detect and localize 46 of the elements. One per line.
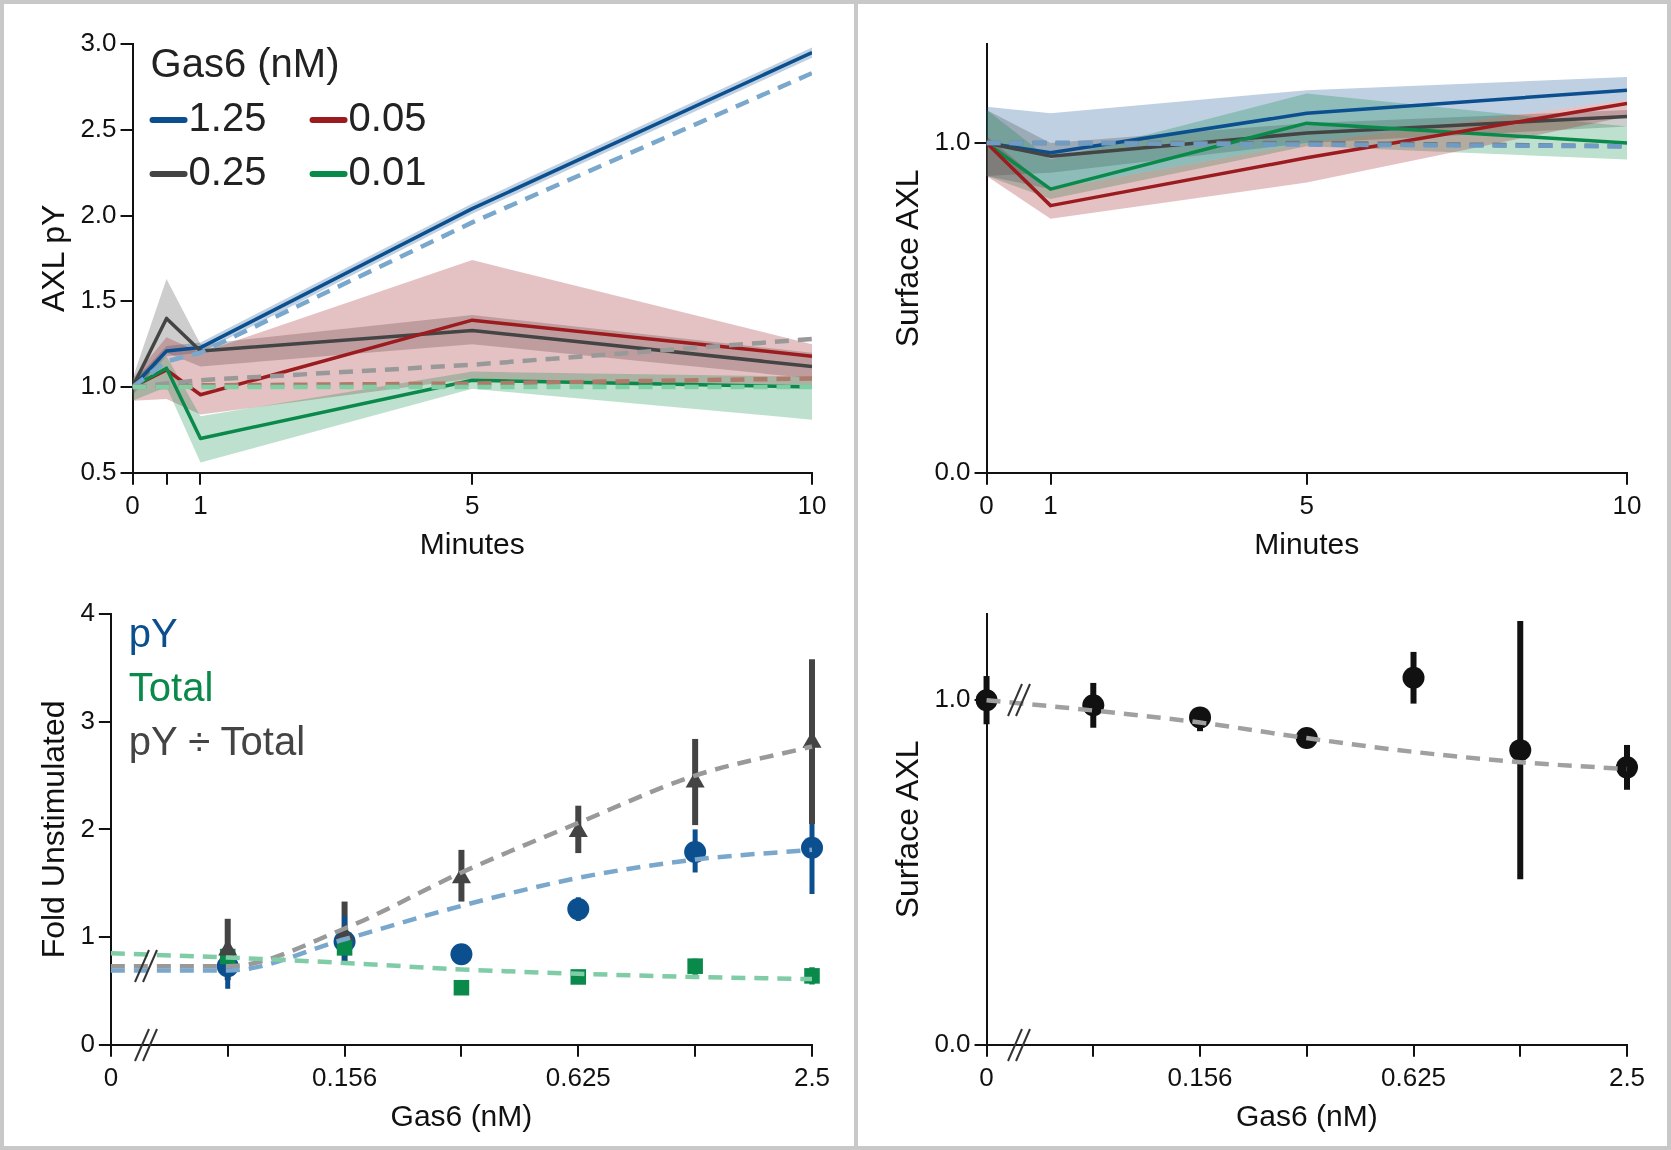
x-tick-label: 2.5 xyxy=(1608,1061,1646,1092)
x-tick-label: 2.5 xyxy=(793,1061,831,1092)
x-tick-label: 0 xyxy=(979,489,994,520)
y-tick-label: 3 xyxy=(80,704,95,735)
x-tick-label: 1 xyxy=(1043,489,1058,520)
y-tick-label: 2.5 xyxy=(80,112,117,143)
y-tick-label: 2.0 xyxy=(80,198,117,229)
text: pY xyxy=(128,611,178,656)
x-tick-label: 10 xyxy=(1612,489,1642,520)
x-tick-label: 1 xyxy=(193,489,208,520)
y-tick-label: 2 xyxy=(80,812,95,843)
x-tick-label: 0.625 xyxy=(1380,1061,1447,1092)
text: pY ÷ Total xyxy=(128,719,306,764)
y-tick-label: 0.0 xyxy=(934,455,971,486)
text: Total xyxy=(128,665,214,710)
y-axis-title: Surface AXL xyxy=(889,740,926,919)
legend-label: 1.25 xyxy=(188,95,267,140)
y-axis-title: AXL pY xyxy=(35,204,72,313)
x-tick-label: 0.156 xyxy=(312,1061,378,1092)
y-tick-label: 1.0 xyxy=(934,126,971,157)
y-tick-label: 0.5 xyxy=(80,455,117,486)
x-axis-title: Gas6 (nM) xyxy=(390,1099,533,1133)
x-axis-title: Minutes xyxy=(419,527,525,561)
legend-label: 0.25 xyxy=(188,149,267,194)
y-tick-label: 3.0 xyxy=(80,27,117,58)
x-tick-label: 5 xyxy=(465,489,480,520)
y-tick-label: 0.0 xyxy=(934,1027,971,1058)
legend-label: 0.05 xyxy=(348,95,427,140)
x-tick-label: 0.625 xyxy=(545,1061,611,1092)
y-axis-title: Surface AXL xyxy=(889,169,926,348)
x-tick-label: 0.156 xyxy=(1167,1061,1233,1092)
y-tick-label: 1 xyxy=(80,920,95,951)
y-tick-label: 0 xyxy=(80,1027,95,1058)
legend-label: 0.01 xyxy=(348,149,427,194)
y-tick-label: 1.0 xyxy=(934,683,971,714)
x-tick-label: 0 xyxy=(979,1061,994,1092)
y-tick-label: 1.5 xyxy=(80,284,117,315)
x-axis-title: Minutes xyxy=(1254,527,1360,561)
legend-title: Gas6 (nM) xyxy=(150,41,340,86)
y-tick-label: 4 xyxy=(80,597,95,628)
x-tick-label: 10 xyxy=(797,489,827,520)
x-tick-label: 5 xyxy=(1299,489,1315,520)
y-axis-title: Fold Unstimulated xyxy=(35,700,72,959)
y-tick-label: 1.0 xyxy=(80,370,117,401)
x-tick-label: 0 xyxy=(125,489,140,520)
x-axis-title: Gas6 (nM) xyxy=(1235,1099,1378,1133)
